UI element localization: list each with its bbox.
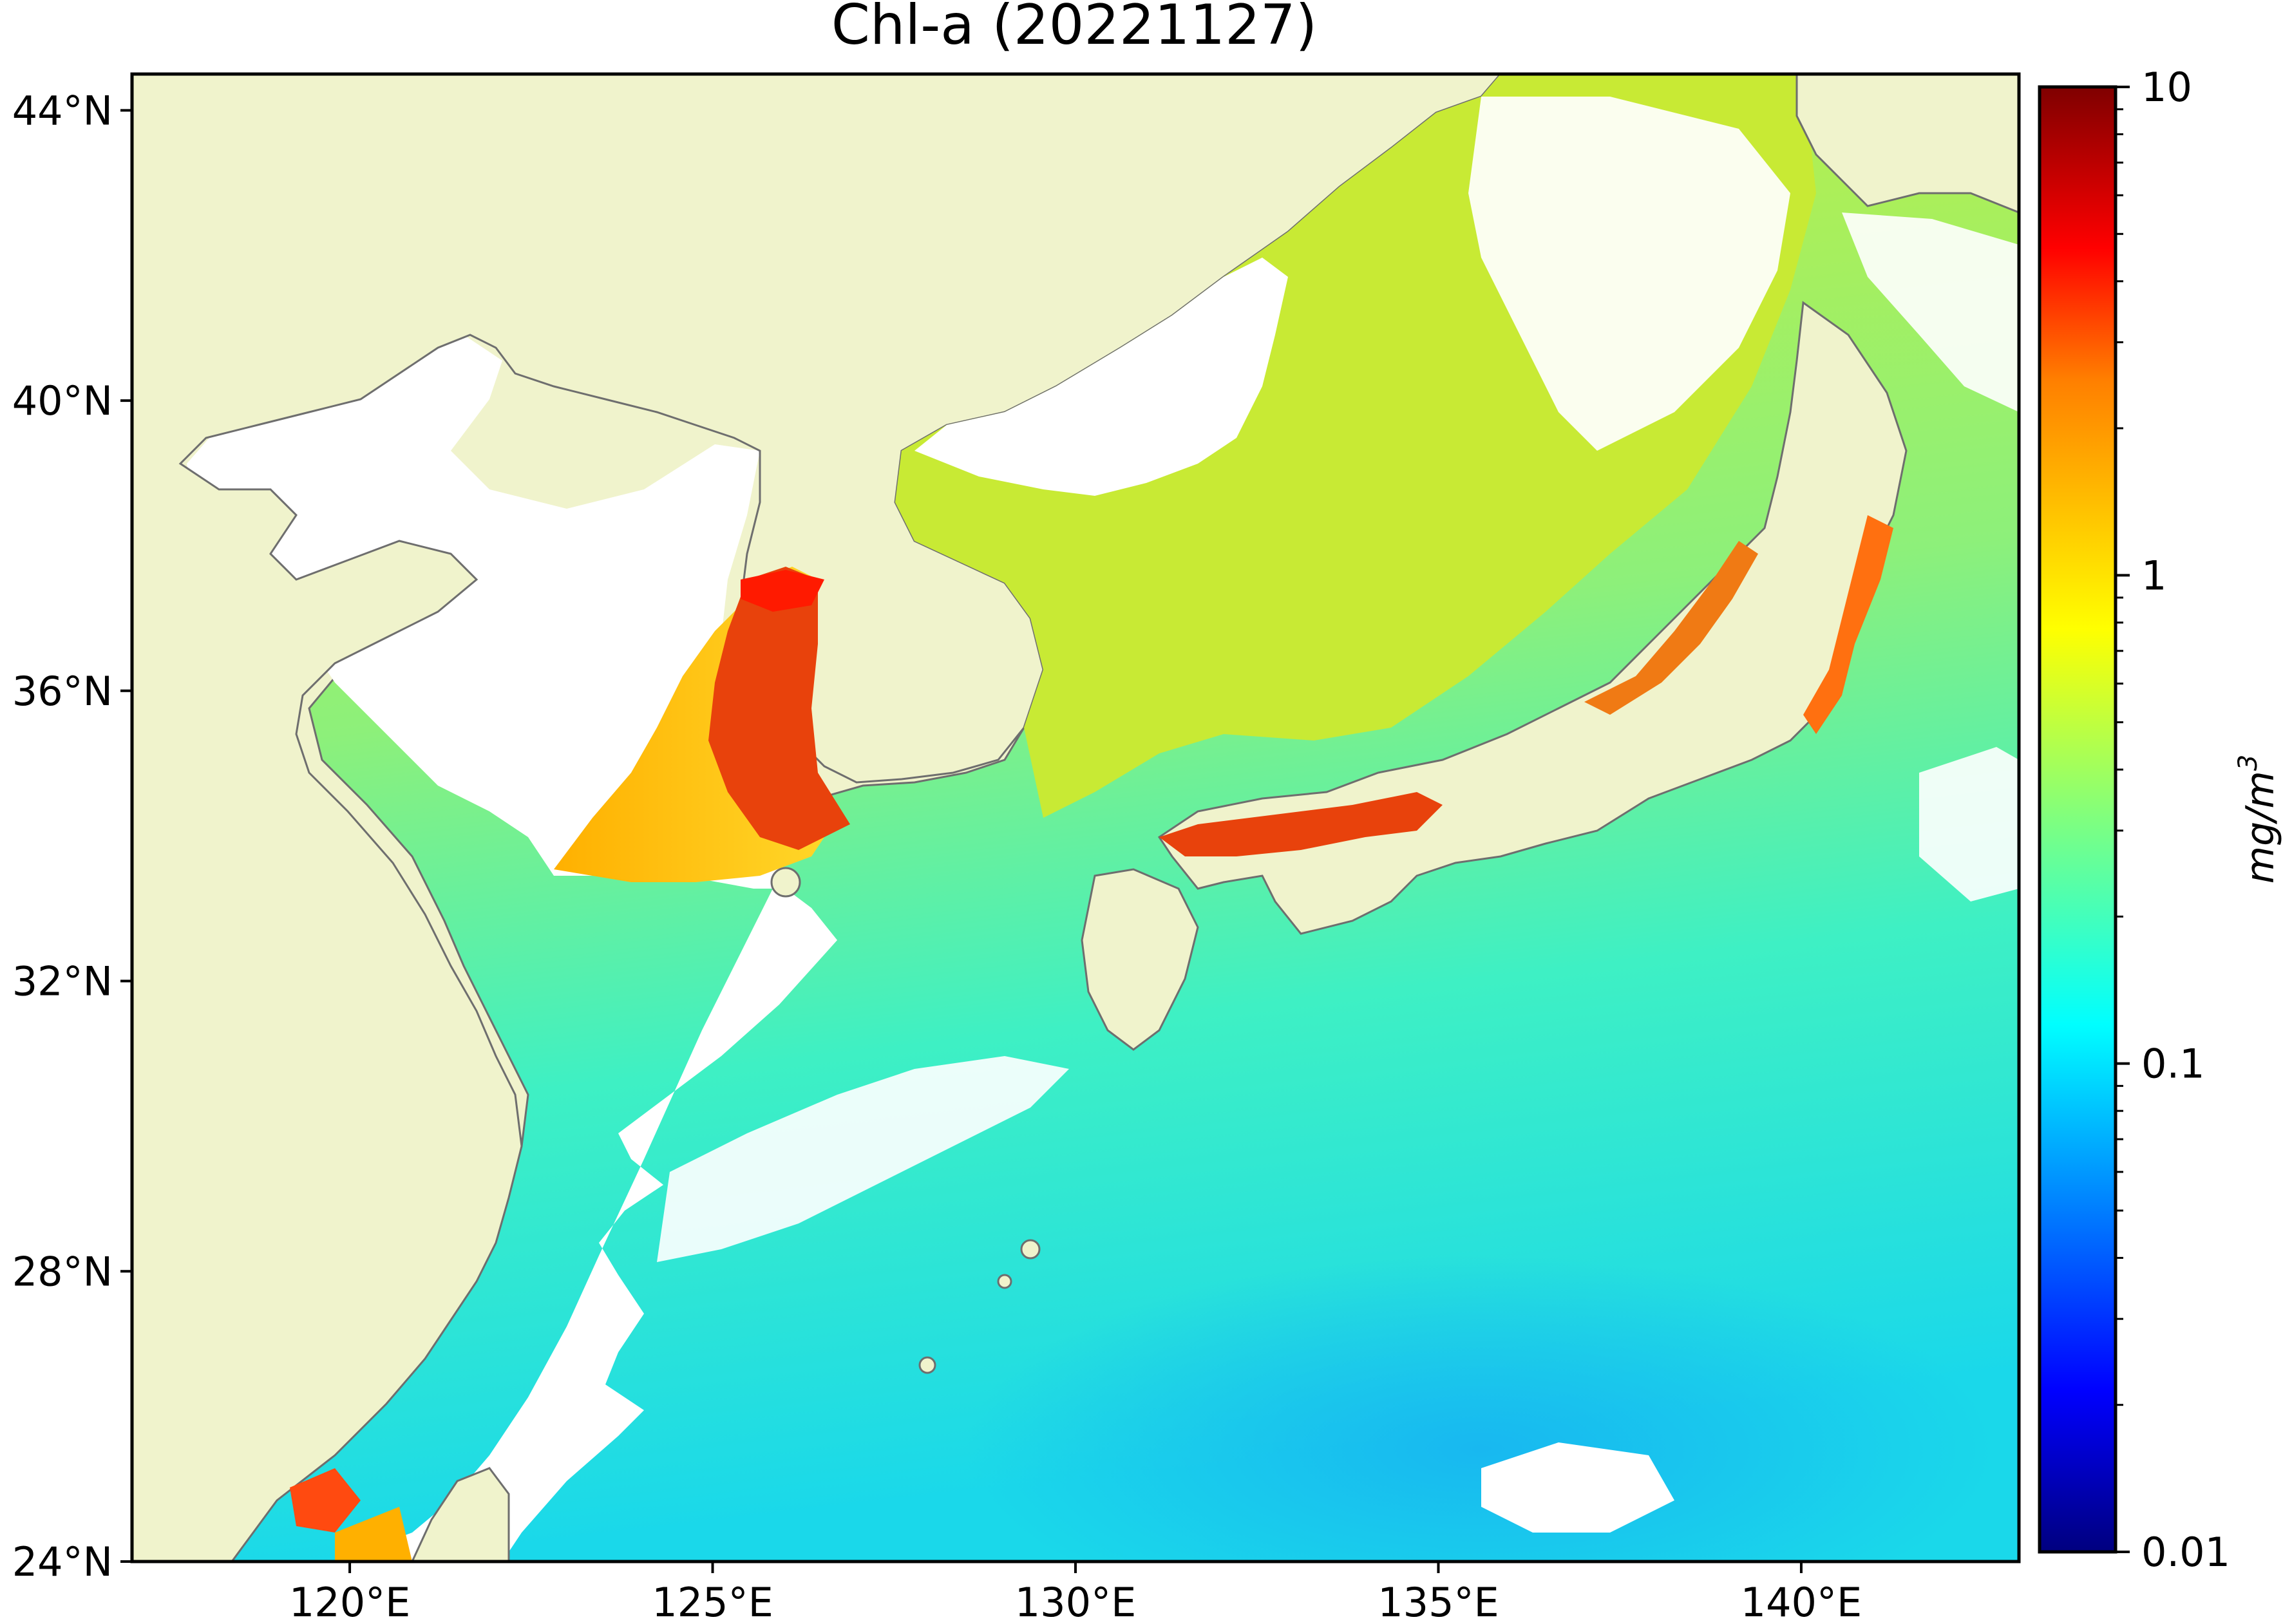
longitude-axis: 120°E 125°E 130°E 135°E 140°E	[289, 1562, 1862, 1624]
china-coast-land	[132, 74, 1502, 1562]
lat-tick-label: 36°N	[12, 668, 113, 715]
lat-tick-label: 24°N	[12, 1538, 113, 1585]
low-chlorophyll-region	[966, 1256, 1996, 1562]
lon-tick-label: 125°E	[652, 1579, 773, 1624]
korea-nw-bloom	[741, 570, 824, 612]
colorbar-gradient	[2038, 85, 2117, 1554]
colorbar-ticks: 10 1 0.1 0.01	[2116, 64, 2230, 1576]
lon-tick-label: 140°E	[1741, 1579, 1862, 1624]
colorbar-tick-label: 10	[2141, 64, 2192, 111]
cloud-no-data-ecs	[657, 1056, 1069, 1262]
colorbar-label: mg/m3	[2233, 755, 2283, 884]
figure-title: Chl-a (20221127)	[831, 0, 1317, 57]
jeju-island	[770, 867, 801, 898]
taiwan-strait-bloom	[290, 1468, 361, 1533]
korea-west-coast-bloom	[708, 567, 850, 850]
ryukyu-island	[997, 1274, 1012, 1289]
map-plot-area	[132, 74, 2019, 1562]
lat-tick-label: 28°N	[12, 1248, 113, 1295]
land-kyushu	[1081, 868, 1199, 1051]
colorbar: 10 1 0.1 0.01 mg/m3	[2038, 64, 2283, 1576]
taiwan-strait-bloom-2	[335, 1507, 412, 1562]
lat-tick-label: 40°N	[12, 377, 113, 424]
land-taiwan	[411, 1467, 510, 1562]
cloud-no-data-east	[1919, 747, 2019, 902]
cloud-no-data-south	[1481, 1442, 1674, 1533]
land-hokkaido	[1795, 74, 2019, 214]
cloud-no-data-northeast	[1468, 97, 1790, 451]
colorbar-minor-ticks	[2116, 108, 2123, 1406]
seto-inland-bloom	[1159, 792, 1443, 856]
japan-sea-coast-bloom	[1584, 541, 1758, 715]
colorbar-label-sup: 3	[2233, 755, 2263, 771]
pacific-coast-bloom	[1803, 515, 1893, 734]
colorbar-label-base: mg/m	[2238, 771, 2283, 883]
lon-tick-label: 120°E	[289, 1579, 411, 1624]
ryukyu-island	[1020, 1239, 1041, 1260]
cloud-no-data-north	[914, 258, 1288, 496]
lat-tick-label: 32°N	[12, 958, 113, 1005]
ryukyu-island	[918, 1356, 936, 1374]
lon-tick-label: 135°E	[1378, 1579, 1499, 1624]
lon-tick-label: 130°E	[1015, 1579, 1137, 1624]
lat-tick-label: 44°N	[12, 87, 113, 134]
colorbar-tick-label: 0.01	[2141, 1529, 2230, 1576]
colorbar-tick-label: 0.1	[2141, 1041, 2205, 1088]
colorbar-tick-label: 1	[2141, 552, 2166, 599]
latitude-axis: 24°N 28°N 32°N 36°N 40°N 44°N	[12, 87, 132, 1585]
cloud-no-data-hokkaido	[1842, 212, 2019, 412]
